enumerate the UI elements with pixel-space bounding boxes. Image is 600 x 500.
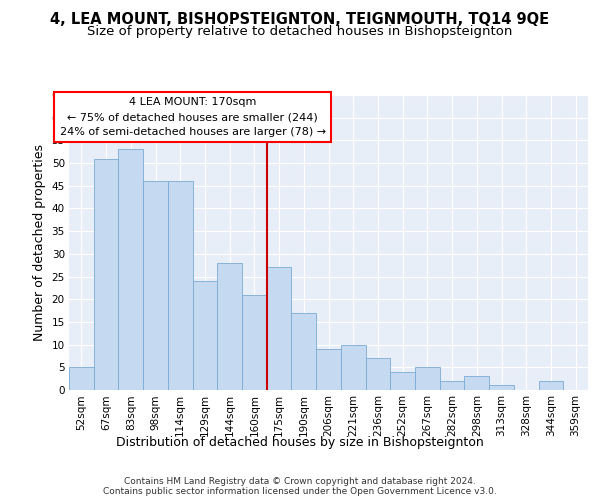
Bar: [267, 268, 292, 390]
Bar: [94, 158, 118, 390]
Text: Contains public sector information licensed under the Open Government Licence v3: Contains public sector information licen…: [103, 486, 497, 496]
Bar: [292, 313, 316, 390]
Text: Distribution of detached houses by size in Bishopsteignton: Distribution of detached houses by size …: [116, 436, 484, 449]
Bar: [390, 372, 415, 390]
Bar: [168, 181, 193, 390]
Bar: [415, 368, 440, 390]
Bar: [440, 381, 464, 390]
Text: Contains HM Land Registry data © Crown copyright and database right 2024.: Contains HM Land Registry data © Crown c…: [124, 476, 476, 486]
Bar: [242, 294, 267, 390]
Bar: [365, 358, 390, 390]
Y-axis label: Number of detached properties: Number of detached properties: [33, 144, 46, 341]
Bar: [341, 344, 365, 390]
Bar: [118, 150, 143, 390]
Bar: [489, 386, 514, 390]
Bar: [316, 349, 341, 390]
Text: Size of property relative to detached houses in Bishopsteignton: Size of property relative to detached ho…: [88, 25, 512, 38]
Bar: [464, 376, 489, 390]
Text: 4, LEA MOUNT, BISHOPSTEIGNTON, TEIGNMOUTH, TQ14 9QE: 4, LEA MOUNT, BISHOPSTEIGNTON, TEIGNMOUT…: [50, 12, 550, 28]
Text: 4 LEA MOUNT: 170sqm
← 75% of detached houses are smaller (244)
24% of semi-detac: 4 LEA MOUNT: 170sqm ← 75% of detached ho…: [59, 98, 326, 137]
Bar: [193, 281, 217, 390]
Bar: [69, 368, 94, 390]
Bar: [217, 263, 242, 390]
Bar: [539, 381, 563, 390]
Bar: [143, 181, 168, 390]
